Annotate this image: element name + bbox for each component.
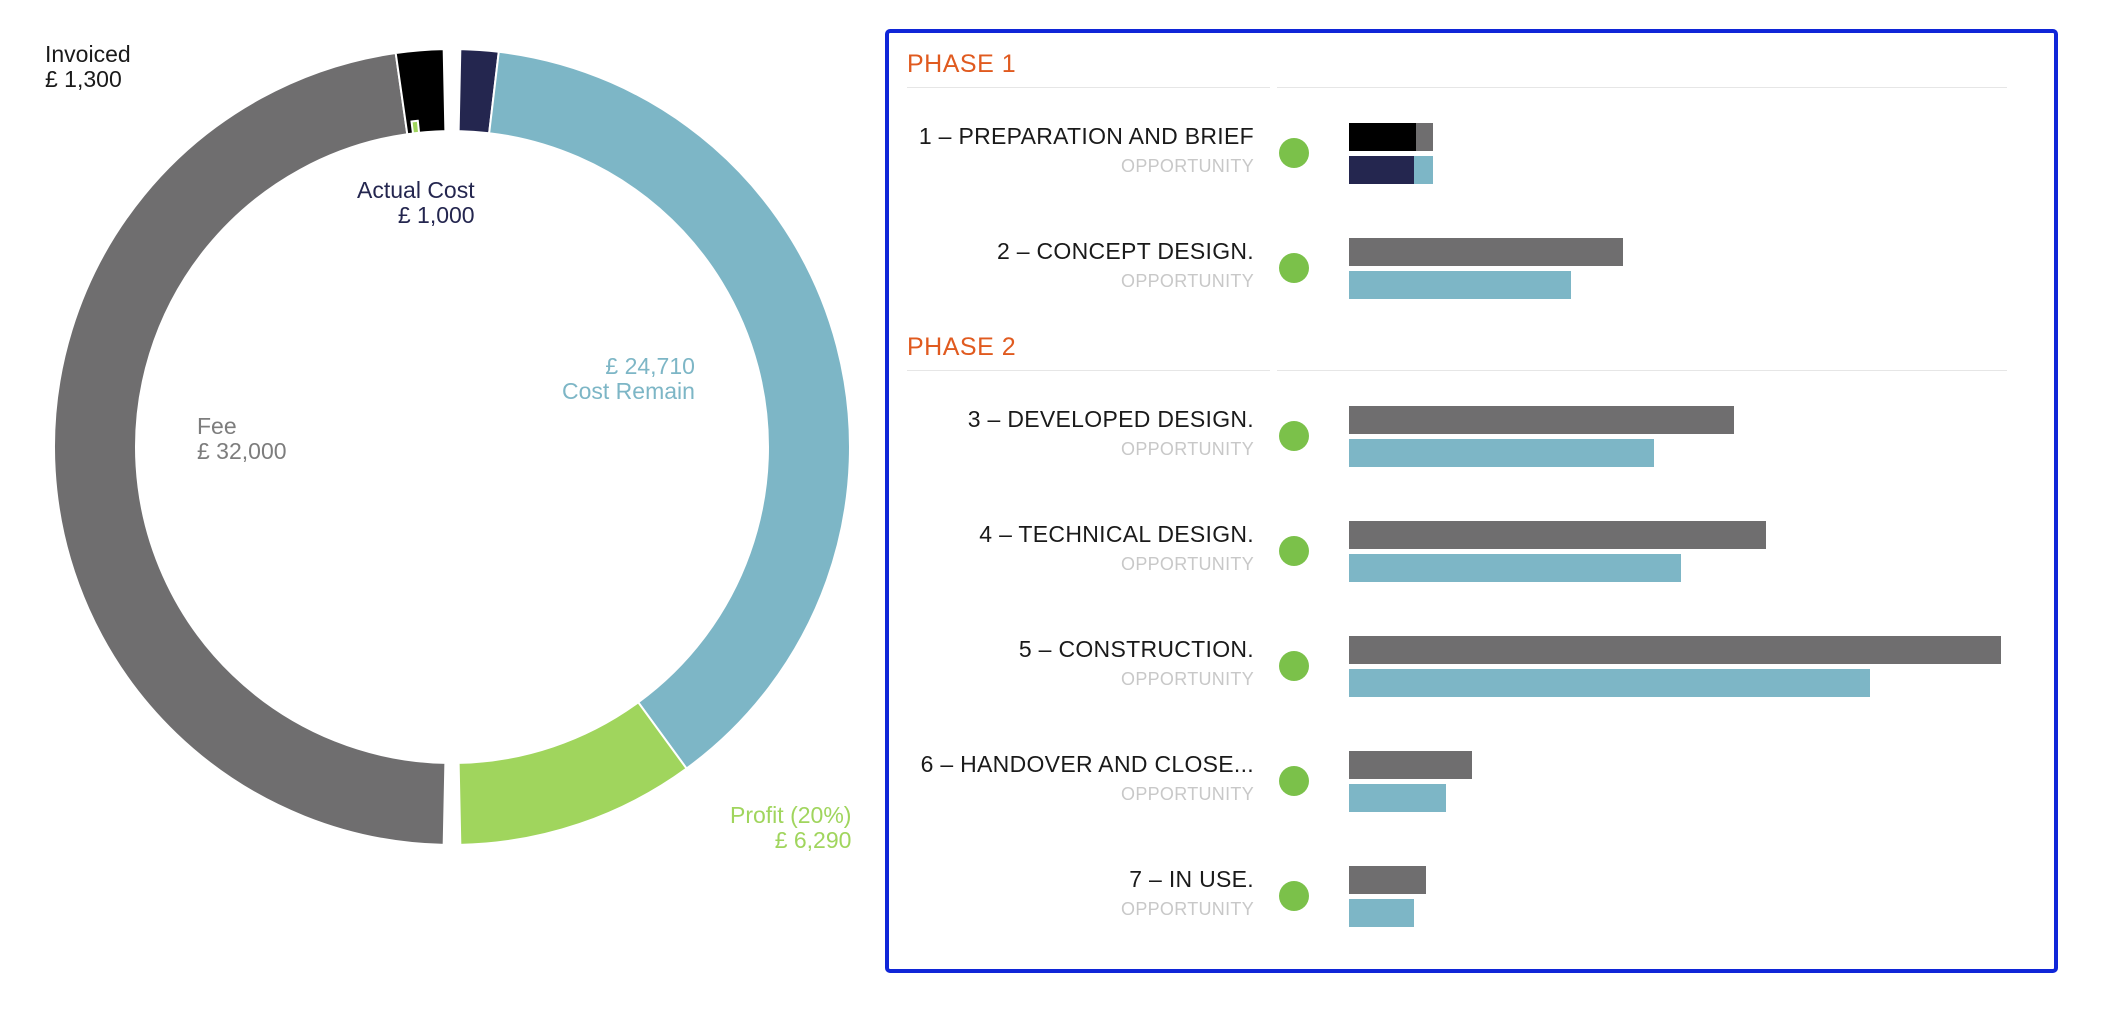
status-dot (1279, 421, 1309, 451)
stage-row[interactable]: 2 – CONCEPT DESIGN. OPPORTUNITY (889, 238, 2054, 328)
cost-bar (1349, 784, 1446, 812)
stage-row[interactable]: 5 – CONSTRUCTION. OPPORTUNITY (889, 636, 2054, 726)
cost-bar (1349, 271, 1571, 299)
donut-profit-segment (457, 700, 688, 846)
invoiced-value: £ 1,300 (45, 66, 122, 92)
status-dot (1279, 536, 1309, 566)
status-dot (1279, 651, 1309, 681)
stage-row[interactable]: 7 – IN USE. OPPORTUNITY (889, 866, 2054, 956)
status-dot (1279, 881, 1309, 911)
phase-divider (907, 370, 1270, 371)
fee-bar (1349, 751, 1472, 779)
invoiced-title: Invoiced (45, 41, 131, 67)
phase-divider (907, 87, 1270, 88)
budget-donut-chart (53, 48, 851, 846)
fee-bar (1349, 406, 1734, 434)
stage-status: OPPORTUNITY (1121, 271, 1254, 291)
stage-status: OPPORTUNITY (1121, 156, 1254, 176)
stage-status: OPPORTUNITY (1121, 669, 1254, 689)
cost-remain-label: £ 24,710 Cost Remain (562, 354, 695, 404)
profit-value: £ 6,290 (774, 827, 852, 853)
stages-panel: PHASE 1 1 – PREPARATION AND BRIEF OPPORTUN… (885, 29, 2058, 973)
stage-row[interactable]: 6 – HANDOVER AND CLOSE... OPPORTUNITY (889, 751, 2054, 841)
actual-cost-label: Actual Cost £ 1,000 (357, 178, 475, 228)
fee-bar (1349, 636, 2001, 664)
cost-remain-title: Cost Remain (562, 378, 695, 404)
status-dot (1279, 253, 1309, 283)
actual-cost-title: Actual Cost (357, 177, 475, 203)
phase-divider (1277, 87, 2007, 88)
profit-title: Profit (20%) (730, 802, 852, 828)
stage-status: OPPORTUNITY (1121, 784, 1254, 804)
stage-status: OPPORTUNITY (1121, 554, 1254, 574)
stage-name: 7 – IN USE. (1129, 866, 1254, 892)
fee-title: Fee (197, 413, 237, 439)
fee-value: £ 32,000 (197, 438, 287, 464)
stage-row[interactable]: 4 – TECHNICAL DESIGN. OPPORTUNITY (889, 521, 2054, 611)
fee-bar (1349, 238, 1623, 266)
phase-divider (1277, 370, 2007, 371)
fee-label: Fee £ 32,000 (197, 414, 287, 464)
donut-invoiced-profit-sliver (410, 119, 421, 135)
fee-bar (1349, 521, 1766, 549)
status-dot (1279, 766, 1309, 796)
fee-bar (1349, 866, 1426, 894)
phase-title: PHASE 1 (907, 50, 1017, 78)
stage-name: 4 – TECHNICAL DESIGN. (979, 521, 1254, 547)
donut-fee-segment (53, 51, 447, 846)
cost-bar (1349, 669, 1870, 697)
stage-name: 3 – DEVELOPED DESIGN. (967, 406, 1254, 432)
status-dot (1279, 138, 1309, 168)
stage-name: 1 – PREPARATION AND BRIEF (918, 123, 1254, 149)
stage-name: 5 – CONSTRUCTION. (1018, 636, 1254, 662)
stage-status: OPPORTUNITY (1121, 899, 1254, 919)
stage-row[interactable]: 3 – DEVELOPED DESIGN. OPPORTUNITY (889, 406, 2054, 496)
actual-cost-bar (1349, 156, 1414, 184)
actual-cost-value: £ 1,000 (397, 202, 475, 228)
invoiced-label: Invoiced £ 1,300 (45, 42, 131, 92)
donut-invoiced-segment (394, 48, 447, 136)
phase-title: PHASE 2 (907, 333, 1017, 361)
cost-remain-value: £ 24,710 (605, 353, 695, 379)
invoiced-bar (1349, 123, 1416, 151)
stage-row[interactable]: 1 – PREPARATION AND BRIEF OPPORTUNITY (889, 123, 2054, 213)
cost-bar (1349, 439, 1654, 467)
stage-name: 6 – HANDOVER AND CLOSE... (920, 751, 1254, 777)
profit-label: Profit (20%) £ 6,290 (730, 803, 851, 853)
stage-name: 2 – CONCEPT DESIGN. (996, 238, 1254, 264)
cost-bar (1349, 554, 1681, 582)
stage-status: OPPORTUNITY (1121, 439, 1254, 459)
cost-bar (1349, 899, 1414, 927)
donut-cost-remain-segment (488, 50, 851, 770)
